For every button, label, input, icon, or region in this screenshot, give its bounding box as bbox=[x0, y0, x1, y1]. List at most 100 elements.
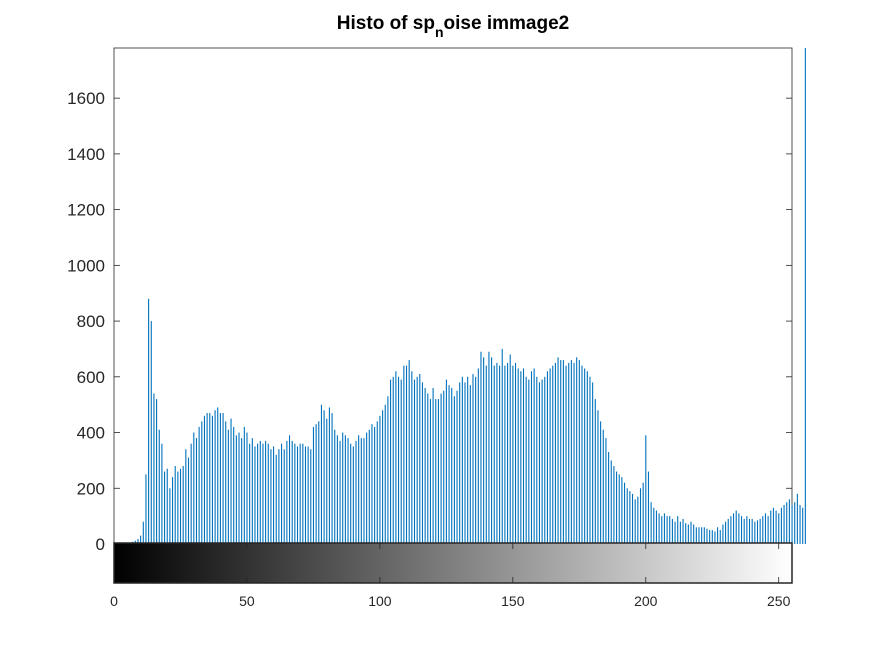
bar-136 bbox=[475, 376, 477, 544]
bar-17 bbox=[158, 429, 160, 544]
title-part-rest: oise immage2 bbox=[444, 13, 570, 34]
bar-147 bbox=[504, 365, 506, 544]
bar-187 bbox=[610, 460, 612, 544]
bar-257 bbox=[796, 493, 798, 544]
bar-43 bbox=[227, 429, 229, 544]
bar-152 bbox=[517, 368, 519, 544]
bar-213 bbox=[679, 521, 681, 544]
bar-84 bbox=[336, 435, 338, 544]
bar-169 bbox=[562, 360, 564, 544]
grayscale-colorbar bbox=[113, 542, 793, 584]
bar-223 bbox=[706, 528, 708, 544]
bar-145 bbox=[499, 365, 501, 544]
bar-63 bbox=[281, 443, 283, 544]
bar-222 bbox=[703, 527, 705, 544]
bar-188 bbox=[613, 465, 615, 544]
bar-115 bbox=[419, 374, 421, 544]
bar-227 bbox=[717, 527, 719, 544]
bar-71 bbox=[302, 443, 304, 544]
bar-153 bbox=[520, 371, 522, 544]
bar-41 bbox=[222, 413, 224, 544]
bar-110 bbox=[405, 365, 408, 544]
bar-135 bbox=[472, 374, 474, 544]
bar-254 bbox=[788, 499, 790, 544]
bar-210 bbox=[671, 518, 673, 544]
title-part-main: Histo of sp bbox=[337, 13, 435, 34]
x-tick-label: 200 bbox=[634, 593, 658, 609]
bar-39 bbox=[217, 407, 219, 544]
x-tick-label: 100 bbox=[368, 593, 392, 609]
bar-107 bbox=[397, 376, 400, 544]
bar-85 bbox=[339, 440, 341, 544]
bar-104 bbox=[390, 379, 392, 544]
bar-151 bbox=[514, 362, 517, 544]
bar-168 bbox=[560, 360, 562, 544]
bar-33 bbox=[201, 421, 203, 544]
bar-46 bbox=[235, 435, 237, 544]
bar-180 bbox=[592, 382, 594, 544]
bar-38 bbox=[214, 410, 216, 544]
bar-246 bbox=[767, 516, 769, 544]
bar-120 bbox=[432, 387, 434, 544]
bar-100 bbox=[379, 415, 381, 544]
bar-166 bbox=[554, 362, 556, 544]
bar-75 bbox=[312, 426, 315, 544]
bar-138 bbox=[480, 351, 482, 544]
bar-250 bbox=[778, 513, 780, 544]
bar-21 bbox=[169, 488, 171, 544]
bar-199 bbox=[642, 482, 644, 544]
bar-132 bbox=[464, 382, 466, 544]
bar-133 bbox=[467, 376, 469, 544]
bar-212 bbox=[677, 516, 679, 544]
bar-121 bbox=[435, 399, 437, 544]
bar-173 bbox=[573, 362, 575, 544]
bar-81 bbox=[328, 407, 330, 544]
bar-238 bbox=[746, 516, 748, 544]
bar-80 bbox=[326, 418, 328, 544]
bar-128 bbox=[453, 396, 455, 544]
bar-181 bbox=[594, 399, 596, 544]
bar-218 bbox=[693, 524, 695, 544]
bar-234 bbox=[735, 510, 737, 544]
bar-109 bbox=[403, 365, 405, 544]
bar-24 bbox=[177, 471, 179, 544]
bar-20 bbox=[166, 468, 168, 544]
bar-239 bbox=[748, 518, 751, 544]
bar-47 bbox=[238, 432, 240, 544]
bar-211 bbox=[674, 521, 676, 544]
bar-142 bbox=[491, 357, 493, 544]
bar-215 bbox=[685, 523, 687, 544]
bar-31 bbox=[195, 438, 198, 544]
y-tick-label: 1000 bbox=[67, 256, 105, 275]
bar-106 bbox=[395, 371, 397, 544]
bar-258 bbox=[799, 504, 801, 544]
bar-155 bbox=[525, 376, 527, 544]
bar-79 bbox=[323, 410, 325, 544]
y-tick-label: 1200 bbox=[67, 201, 105, 220]
bar-233 bbox=[733, 513, 735, 544]
x-tick-label: 150 bbox=[501, 593, 525, 609]
bar-167 bbox=[557, 357, 559, 544]
bar-124 bbox=[443, 390, 445, 544]
bars-group bbox=[126, 48, 806, 544]
bar-28 bbox=[187, 457, 190, 544]
bar-179 bbox=[589, 376, 591, 544]
bar-44 bbox=[230, 418, 232, 544]
bar-165 bbox=[552, 365, 554, 544]
bar-225 bbox=[711, 530, 713, 544]
bar-123 bbox=[440, 393, 442, 544]
bar-197 bbox=[637, 496, 639, 544]
bar-137 bbox=[477, 368, 479, 544]
bar-49 bbox=[243, 426, 245, 544]
bar-68 bbox=[294, 443, 296, 544]
bar-70 bbox=[299, 443, 301, 544]
bar-161 bbox=[541, 379, 543, 544]
bar-118 bbox=[427, 393, 429, 544]
x-tick-label: 50 bbox=[239, 593, 255, 609]
bar-23 bbox=[174, 465, 176, 544]
bar-157 bbox=[530, 371, 533, 544]
bar-143 bbox=[493, 365, 495, 544]
bar-206 bbox=[661, 516, 663, 544]
bar-146 bbox=[501, 348, 503, 544]
bar-237 bbox=[743, 518, 745, 544]
